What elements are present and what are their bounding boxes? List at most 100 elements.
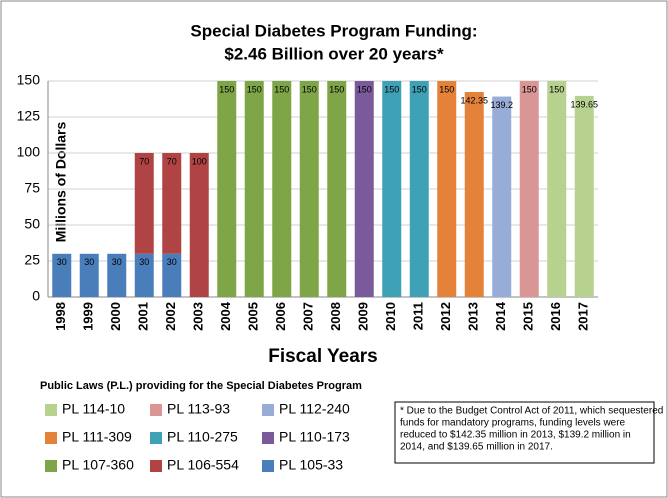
value-label: 30 xyxy=(167,257,177,267)
note: reduced to $142.35 million in 2013, $139… xyxy=(400,430,631,441)
bar xyxy=(519,81,539,297)
x-tick-label: 2002 xyxy=(163,302,178,331)
bar xyxy=(189,153,209,297)
legend-label: PL 107-360 xyxy=(62,457,134,473)
bar xyxy=(162,153,182,254)
x-tick-label: 2017 xyxy=(576,302,591,331)
value-label: 150 xyxy=(329,84,344,94)
bar xyxy=(464,92,484,298)
y-tick-label: 25 xyxy=(24,252,40,268)
x-tick-label: 2016 xyxy=(548,302,563,331)
x-tick-label: 1999 xyxy=(81,302,96,331)
value-label: 150 xyxy=(412,84,427,94)
note: * Due to the Budget Control Act of 2011,… xyxy=(400,406,663,417)
y-tick-label: 100 xyxy=(17,144,41,160)
value-label: 139.65 xyxy=(570,99,598,109)
bar xyxy=(574,95,594,298)
value-label: 30 xyxy=(57,257,67,267)
value-label: 150 xyxy=(302,84,317,94)
value-label: 100 xyxy=(192,156,207,166)
value-label: 150 xyxy=(274,84,289,94)
bar xyxy=(547,81,567,297)
value-label: 150 xyxy=(357,84,372,94)
x-tick-label: 2014 xyxy=(493,301,508,331)
legend-swatch xyxy=(45,432,57,444)
y-tick-label: 0 xyxy=(32,288,40,304)
x-tick-label: 2007 xyxy=(301,302,316,331)
legend-label: PL 111-309 xyxy=(62,429,132,445)
x-axis-label: Fiscal Years xyxy=(268,346,378,367)
value-label: 30 xyxy=(139,257,149,267)
bar xyxy=(382,81,402,297)
value-label: 30 xyxy=(112,257,122,267)
value-label: 139.2 xyxy=(490,100,513,110)
bar xyxy=(162,253,182,297)
chart-title: Special Diabetes Program Funding: xyxy=(190,21,477,40)
legend-label: PL 105-33 xyxy=(279,457,343,473)
value-label: 150 xyxy=(522,84,537,94)
bar xyxy=(272,81,292,297)
x-tick-label: 2008 xyxy=(328,302,343,331)
legend-swatch xyxy=(262,460,274,472)
x-tick-label: 2010 xyxy=(383,302,398,331)
bar xyxy=(134,153,154,254)
value-label: 150 xyxy=(219,84,234,94)
value-label: 150 xyxy=(439,84,454,94)
x-tick-label: 2006 xyxy=(273,302,288,331)
y-tick-label: 50 xyxy=(24,216,40,232)
legend-swatch xyxy=(150,404,162,416)
x-tick-label: 2015 xyxy=(521,302,536,331)
x-tick-label: 2012 xyxy=(438,302,453,331)
note: funds for mandatory programs, funding le… xyxy=(400,418,626,429)
x-tick-label: 2013 xyxy=(466,302,481,331)
legend-swatch xyxy=(45,404,57,416)
value-label: 30 xyxy=(84,257,94,267)
bar xyxy=(299,81,319,297)
bar xyxy=(107,253,127,297)
legend-label: PL 110-275 xyxy=(167,429,238,445)
y-tick-label: 75 xyxy=(24,180,40,196)
value-label: 150 xyxy=(247,84,262,94)
legend-swatch xyxy=(262,432,274,444)
bar xyxy=(354,81,374,297)
bar xyxy=(437,81,457,297)
x-tick-label: 2011 xyxy=(411,302,426,330)
x-tick-label: 2003 xyxy=(191,302,206,331)
y-tick-label: 125 xyxy=(17,108,41,124)
bar xyxy=(134,253,154,297)
bar xyxy=(217,81,237,297)
value-label: 150 xyxy=(549,84,564,94)
legend-swatch xyxy=(262,404,274,416)
legend-label: PL 114-10 xyxy=(62,401,125,417)
legend-swatch xyxy=(45,460,57,472)
bar xyxy=(409,81,429,297)
x-tick-label: 2009 xyxy=(356,302,371,331)
note-box xyxy=(394,401,655,464)
value-label: 70 xyxy=(139,156,149,166)
bar xyxy=(52,253,72,297)
bar xyxy=(79,253,99,297)
x-tick-label: 2000 xyxy=(108,302,123,331)
x-tick-label: 2005 xyxy=(246,302,261,331)
legend-label: PL 113-93 xyxy=(167,401,230,417)
x-tick-label: 1998 xyxy=(53,302,68,331)
value-label: 70 xyxy=(167,156,177,166)
y-axis-label: Millions of Dollars xyxy=(53,122,69,243)
bar xyxy=(244,81,264,297)
legend-title: Public Laws (P.L.) providing for the Spe… xyxy=(40,380,362,392)
legend-label: PL 106-554 xyxy=(167,457,239,473)
x-tick-label: 2001 xyxy=(136,302,151,331)
bar xyxy=(492,96,512,297)
bar xyxy=(327,81,347,297)
chart-title: $2.46 Billion over 20 years* xyxy=(224,44,444,63)
x-tick-label: 2004 xyxy=(218,301,233,331)
note: 2014, and $139.65 million in 2017. xyxy=(400,442,553,453)
legend-label: PL 112-240 xyxy=(279,401,350,417)
value-label: 142.35 xyxy=(460,95,488,105)
legend-label: PL 110-173 xyxy=(279,429,350,445)
y-tick-label: 150 xyxy=(17,72,41,88)
legend-swatch xyxy=(150,460,162,472)
value-label: 150 xyxy=(384,84,399,94)
